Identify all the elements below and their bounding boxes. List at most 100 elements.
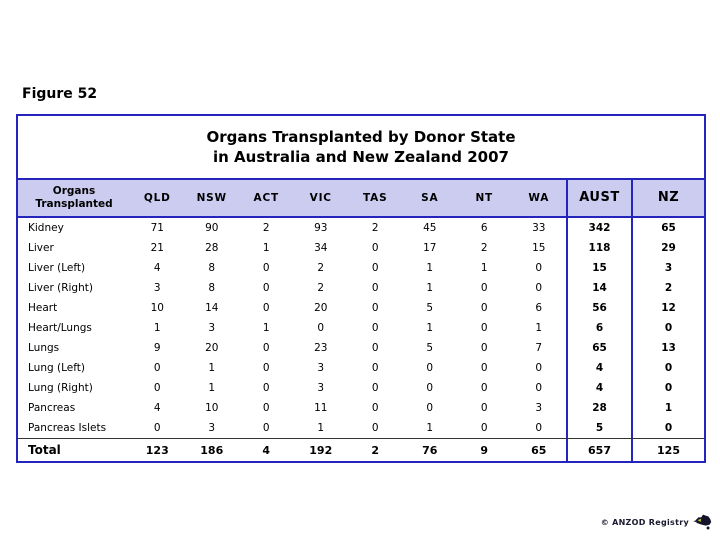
cell-sa: 0 [426, 382, 434, 394]
cell-vic: 93 [314, 222, 328, 234]
table-row: Liver 21 28 1 34 0 17 2 15 118 29 [18, 238, 704, 258]
table-row: Lung (Right) 0 1 0 3 0 0 0 0 4 0 [18, 378, 704, 398]
row-label: Kidney [28, 222, 64, 234]
cell-act: 0 [262, 422, 270, 434]
cell-tas: 0 [371, 262, 379, 274]
cell-act: 4 [262, 443, 271, 457]
cell-act: 2 [262, 222, 270, 234]
cell-nsw: 8 [208, 282, 216, 294]
cell-tas: 0 [371, 402, 379, 414]
cell-wa: 0 [535, 282, 543, 294]
cell-aust: 4 [566, 378, 631, 398]
table-body: Kidney 71 90 2 93 2 45 6 33 342 65 Liver 21 28 1 34 0 17 2… [18, 218, 704, 438]
cell-sa: 76 [422, 443, 438, 457]
row-label: Lung (Left) [28, 362, 85, 374]
cell-qld: 0 [153, 422, 161, 434]
cell-nz: 65 [631, 218, 704, 238]
cell-vic: 34 [314, 242, 328, 254]
cell-sa: 1 [426, 262, 434, 274]
row-label: Liver (Left) [28, 262, 86, 274]
cell-tas: 0 [371, 242, 379, 254]
cell-nz: 0 [631, 358, 704, 378]
header-act: ACT [253, 191, 279, 204]
cell-nsw: 3 [208, 322, 216, 334]
cell-qld: 4 [153, 262, 161, 274]
cell-vic: 11 [314, 402, 328, 414]
cell-nt: 0 [480, 402, 488, 414]
cell-nt: 6 [480, 222, 488, 234]
cell-sa: 45 [423, 222, 437, 234]
cell-tas: 0 [371, 282, 379, 294]
cell-wa: 0 [535, 382, 543, 394]
cell-act: 0 [262, 262, 270, 274]
organs-transplanted-table: Organs Transplanted by Donor State in Au… [16, 114, 706, 463]
cell-nz: 0 [631, 378, 704, 398]
cell-wa: 7 [535, 342, 543, 354]
cell-qld: 4 [153, 402, 161, 414]
header-vic: VIC [309, 191, 332, 204]
cell-nt: 2 [480, 242, 488, 254]
cell-qld: 71 [150, 222, 164, 234]
row-label: Lungs [28, 342, 60, 354]
cell-wa: 15 [532, 242, 546, 254]
anzod-credit-text: © ANZOD Registry [600, 517, 689, 527]
cell-nsw: 8 [208, 262, 216, 274]
cell-aust: 657 [566, 439, 631, 461]
cell-aust: 15 [566, 258, 631, 278]
header-nz: NZ [631, 180, 704, 216]
cell-vic: 0 [317, 322, 325, 334]
cell-aust: 118 [566, 238, 631, 258]
cell-wa: 0 [535, 422, 543, 434]
cell-wa: 0 [535, 362, 543, 374]
cell-nz: 13 [631, 338, 704, 358]
table-title: Organs Transplanted by Donor State in Au… [18, 116, 704, 178]
header-sa: SA [421, 191, 439, 204]
cell-aust: 14 [566, 278, 631, 298]
figure-label: Figure 52 [22, 86, 98, 102]
cell-aust: 5 [566, 418, 631, 438]
row-label: Heart [28, 302, 58, 314]
header-nsw: NSW [196, 191, 227, 204]
cell-nt: 0 [480, 322, 488, 334]
cell-aust: 6 [566, 318, 631, 338]
cell-tas: 0 [371, 302, 379, 314]
row-label: Liver (Right) [28, 282, 93, 294]
cell-vic: 3 [317, 382, 325, 394]
cell-tas: 0 [371, 322, 379, 334]
cell-nz: 0 [631, 318, 704, 338]
cell-aust: 342 [566, 218, 631, 238]
cell-vic: 3 [317, 362, 325, 374]
cell-vic: 23 [314, 342, 328, 354]
cell-wa: 3 [535, 402, 543, 414]
table-title-line2: in Australia and New Zealand 2007 [213, 148, 509, 166]
cell-nsw: 186 [200, 443, 224, 457]
cell-nz: 1 [631, 398, 704, 418]
cell-sa: 1 [426, 422, 434, 434]
cell-nz: 2 [631, 278, 704, 298]
cell-sa: 5 [426, 302, 434, 314]
cell-aust: 56 [566, 298, 631, 318]
cell-aust: 4 [566, 358, 631, 378]
table-title-line1: Organs Transplanted by Donor State [206, 127, 516, 146]
cell-act: 1 [262, 242, 270, 254]
cell-tas: 2 [371, 443, 380, 457]
table-row: Kidney 71 90 2 93 2 45 6 33 342 65 [18, 218, 704, 238]
footer-credit: © ANZOD Registry [601, 511, 714, 533]
cell-nt: 0 [480, 422, 488, 434]
cell-nt: 0 [480, 342, 488, 354]
cell-act: 0 [262, 302, 270, 314]
table-row: Liver (Right) 3 8 0 2 0 1 0 0 14 2 [18, 278, 704, 298]
cell-wa: 1 [535, 322, 543, 334]
cell-aust: 65 [566, 338, 631, 358]
cell-nz: 0 [631, 418, 704, 438]
row-label: Pancreas [28, 402, 76, 414]
cell-act: 0 [262, 362, 270, 374]
cell-nz: 125 [631, 439, 704, 461]
header-tas: TAS [363, 191, 388, 204]
table-row: Lungs 9 20 0 23 0 5 0 7 65 13 [18, 338, 704, 358]
cell-sa: 1 [426, 322, 434, 334]
cell-qld: 10 [150, 302, 164, 314]
cell-nt: 0 [480, 302, 488, 314]
cell-nt: 0 [480, 282, 488, 294]
cell-aust: 28 [566, 398, 631, 418]
